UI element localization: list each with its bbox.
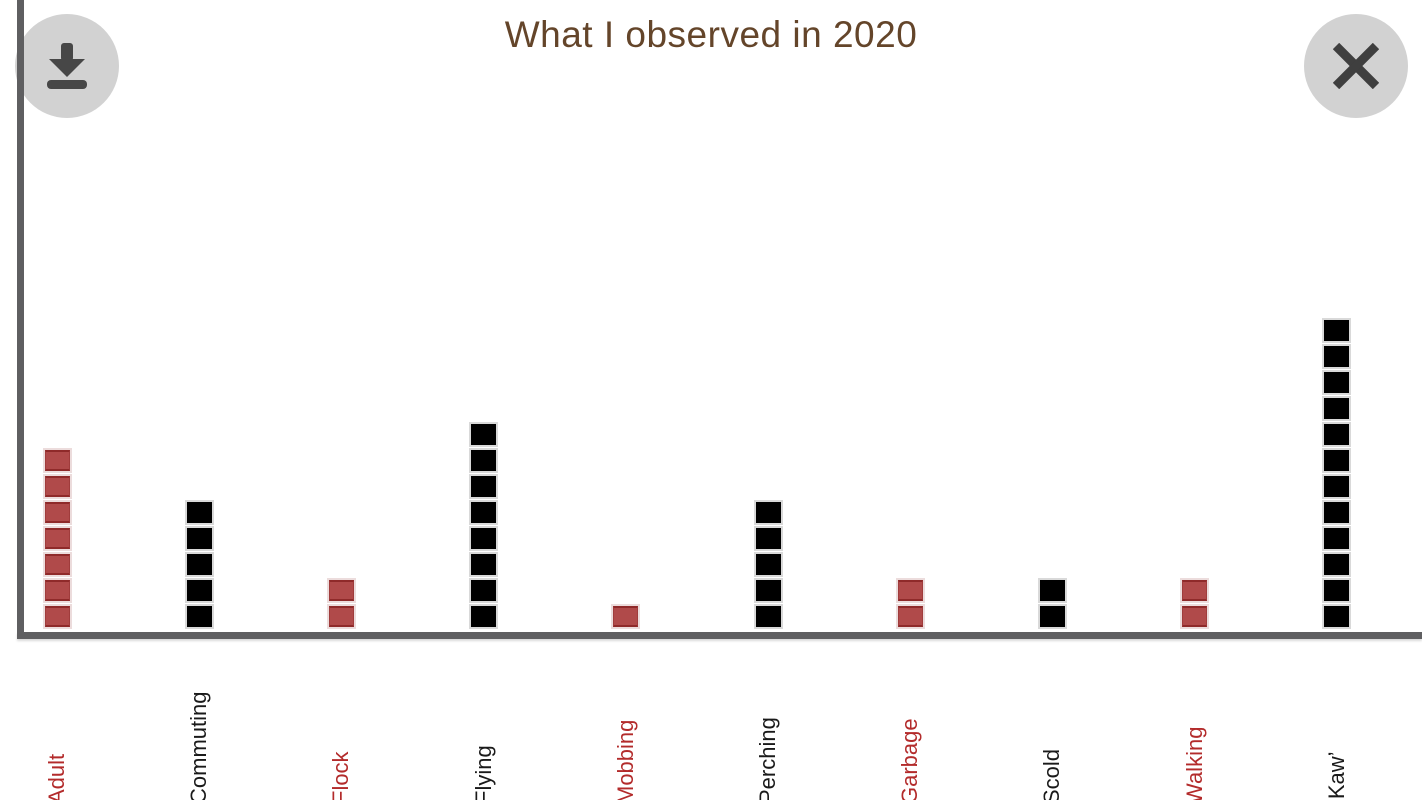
chart-title: What I observed in 2020 <box>504 14 918 55</box>
pictograph-square-flock <box>329 580 354 601</box>
pictograph-square-flying <box>471 450 496 471</box>
pictograph-square-kaw <box>1324 502 1349 523</box>
pictograph-square-scold <box>1040 606 1065 627</box>
pictograph-square-kaw <box>1324 606 1349 627</box>
pictograph-square-adult <box>45 554 70 575</box>
pictograph-square-mobbing <box>613 606 638 627</box>
pictograph-square-walking <box>1182 580 1207 601</box>
pictograph-square-adult <box>45 606 70 627</box>
bar-commuting <box>187 502 212 627</box>
x-tick-label-scold: Scold <box>1039 748 1064 800</box>
pictograph-square-perching <box>756 528 781 549</box>
pictograph-square-adult <box>45 450 70 471</box>
pictograph-square-adult <box>45 528 70 549</box>
pictograph-square-kaw <box>1324 450 1349 471</box>
bar-garbage <box>898 580 923 627</box>
pictograph-square-flying <box>471 580 496 601</box>
pictograph-square-walking <box>1182 606 1207 627</box>
pictograph-square-scold <box>1040 580 1065 601</box>
x-axis-line <box>17 632 1422 639</box>
pictograph-square-commuting <box>187 606 212 627</box>
pictograph-square-flying <box>471 476 496 497</box>
bar-flying <box>471 424 496 627</box>
download-button[interactable] <box>15 14 119 118</box>
x-tick-label-flying: Flying <box>471 745 496 800</box>
pictograph-square-commuting <box>187 580 212 601</box>
pictograph-square-flying <box>471 554 496 575</box>
pictograph-square-kaw <box>1324 372 1349 393</box>
pictograph-square-perching <box>756 580 781 601</box>
bar-perching <box>756 502 781 627</box>
pictograph-square-adult <box>45 502 70 523</box>
pictograph-square-perching <box>756 606 781 627</box>
bar-adult <box>45 450 70 627</box>
pictograph-square-adult <box>45 580 70 601</box>
pictograph-square-flying <box>471 424 496 445</box>
pictograph-square-perching <box>756 554 781 575</box>
pictograph-square-flying <box>471 528 496 549</box>
pictograph-square-adult <box>45 476 70 497</box>
pictograph-square-garbage <box>898 580 923 601</box>
bar-walking <box>1182 580 1207 627</box>
pictograph-square-flying <box>471 502 496 523</box>
bar-flock <box>329 580 354 627</box>
pictograph-square-commuting <box>187 528 212 549</box>
pictograph-square-garbage <box>898 606 923 627</box>
x-tick-label-kaw: ‘Kaw’ <box>1324 751 1349 800</box>
pictograph-square-flock <box>329 606 354 627</box>
x-tick-label-commuting: Commuting <box>186 691 211 800</box>
x-tick-label-walking: Walking <box>1182 726 1207 800</box>
pictograph-square-kaw <box>1324 528 1349 549</box>
close-icon <box>1333 43 1379 89</box>
pictograph-square-kaw <box>1324 320 1349 341</box>
pictograph-square-kaw <box>1324 424 1349 445</box>
x-tick-label-adult: Adult <box>44 753 69 800</box>
bar-kaw <box>1324 320 1349 627</box>
pictograph-square-kaw <box>1324 398 1349 419</box>
x-tick-label-garbage: Garbage <box>897 718 922 800</box>
bar-scold <box>1040 580 1065 627</box>
pictograph-square-perching <box>756 502 781 523</box>
pictograph-square-kaw <box>1324 346 1349 367</box>
download-icon <box>38 37 96 95</box>
pictograph-square-kaw <box>1324 554 1349 575</box>
x-tick-label-mobbing: Mobbing <box>613 719 638 800</box>
y-axis-line <box>17 0 24 639</box>
pictograph-square-commuting <box>187 554 212 575</box>
close-button[interactable] <box>1304 14 1408 118</box>
bar-mobbing <box>613 606 638 627</box>
x-tick-label-flock: Flock <box>328 751 353 800</box>
x-tick-label-perching: Perching <box>755 717 780 800</box>
pictograph-square-kaw <box>1324 580 1349 601</box>
pictograph-square-kaw <box>1324 476 1349 497</box>
pictograph-square-commuting <box>187 502 212 523</box>
pictograph-square-flying <box>471 606 496 627</box>
